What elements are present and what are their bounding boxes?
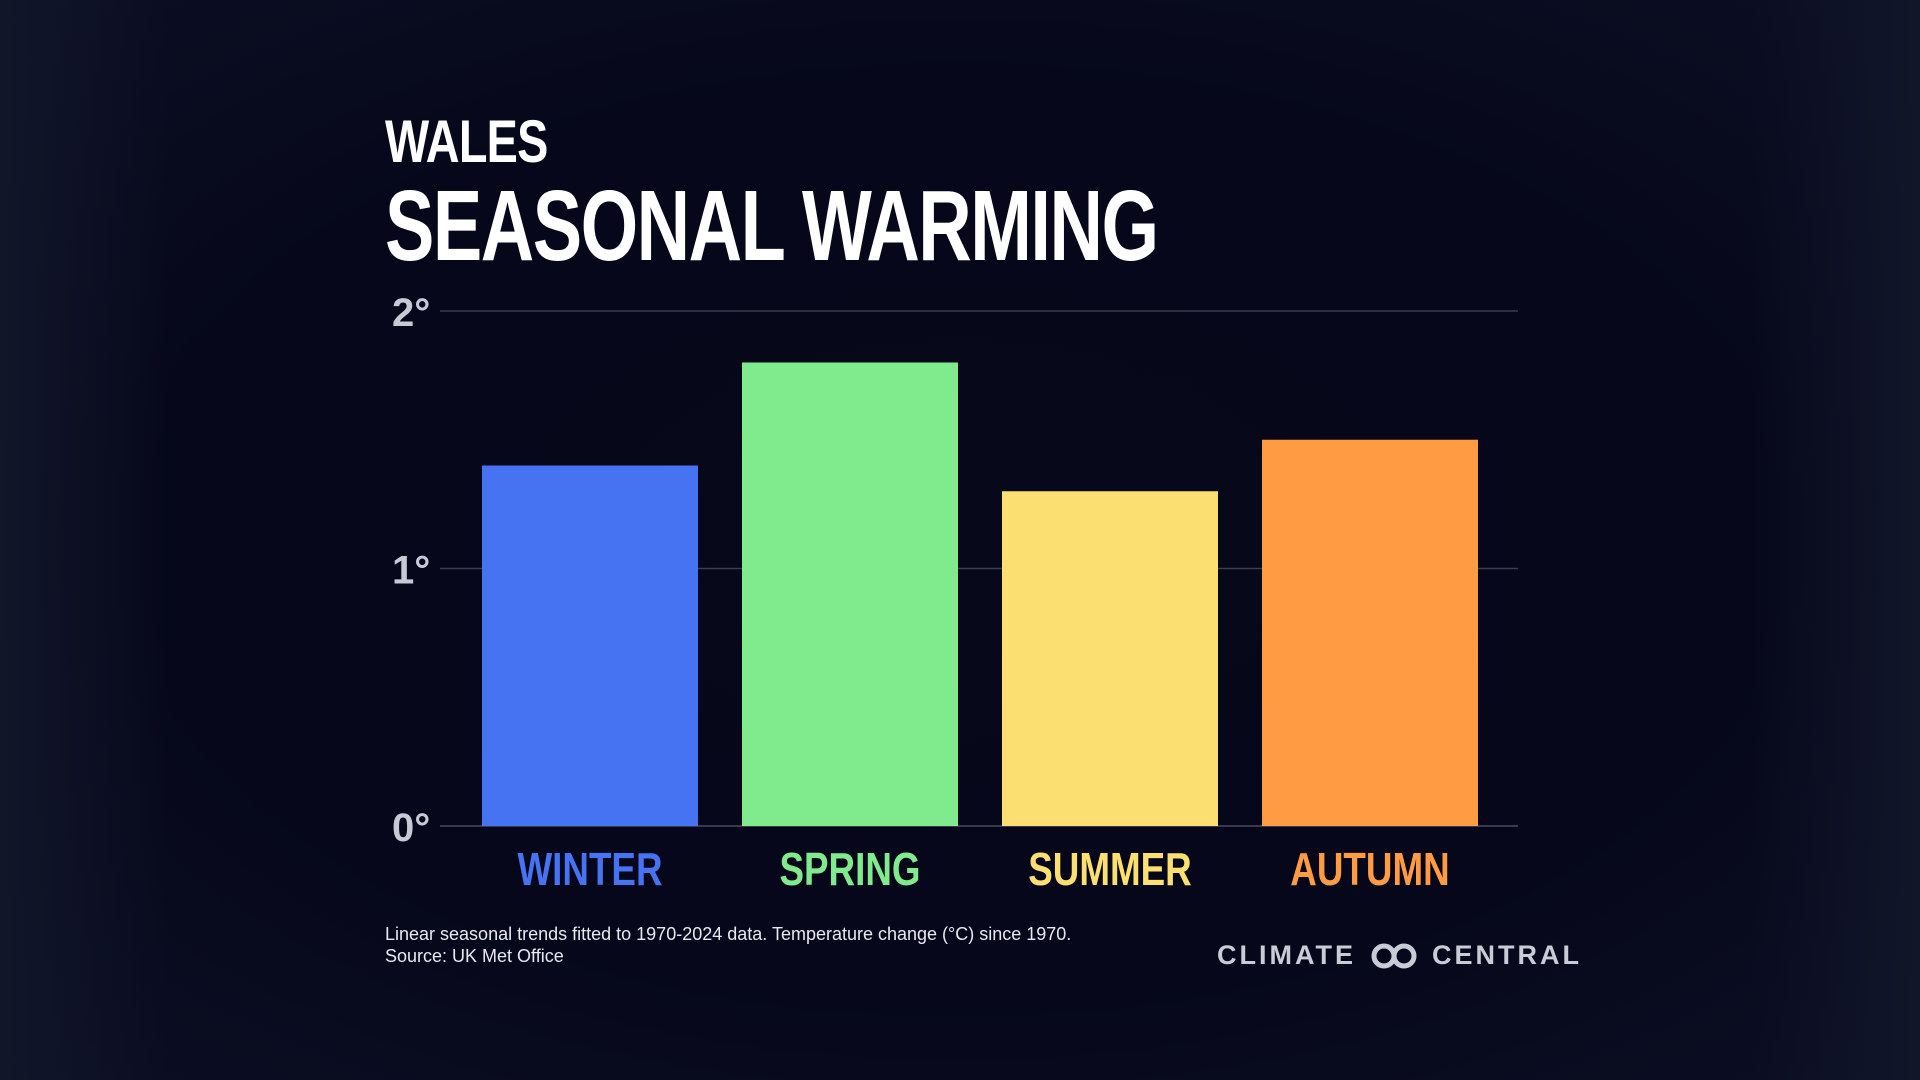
category-label-autumn: AUTUMN: [1290, 843, 1449, 895]
y-tick-label: 1°: [392, 549, 430, 593]
y-tick-label: 2°: [392, 291, 430, 335]
category-label-winter: WINTER: [517, 843, 662, 895]
bar-summer: [1002, 491, 1218, 826]
y-tick-label: 0°: [392, 806, 430, 850]
footnote-methodology: Linear seasonal trends fitted to 1970-20…: [385, 924, 1072, 944]
footnote: Linear seasonal trends fitted to 1970-20…: [385, 923, 1071, 967]
category-label-spring: SPRING: [779, 843, 920, 895]
chart-subtitle: WALES: [385, 108, 548, 175]
footnote-source: Source: UK Met Office: [385, 946, 564, 966]
climate-central-rings-icon: [1371, 943, 1417, 968]
bar-spring: [742, 362, 958, 826]
logo-text-right: CENTRAL: [1431, 940, 1582, 970]
chart-title: SEASONAL WARMING: [385, 170, 1159, 282]
bars: [482, 362, 1478, 826]
x-axis-category-labels: WINTER SPRING SUMMER AUTUMN: [517, 843, 1449, 895]
climate-central-logo: CLIMATE CENTRAL: [1217, 940, 1582, 971]
bar-winter: [482, 465, 698, 826]
bar-autumn: [1262, 439, 1478, 826]
category-label-summer: SUMMER: [1028, 843, 1192, 895]
y-axis-tick-labels: 0° 1° 2°: [392, 291, 430, 850]
logo-text-left: CLIMATE: [1217, 940, 1356, 970]
chart-titles: WALES SEASONAL WARMING: [385, 108, 1429, 282]
